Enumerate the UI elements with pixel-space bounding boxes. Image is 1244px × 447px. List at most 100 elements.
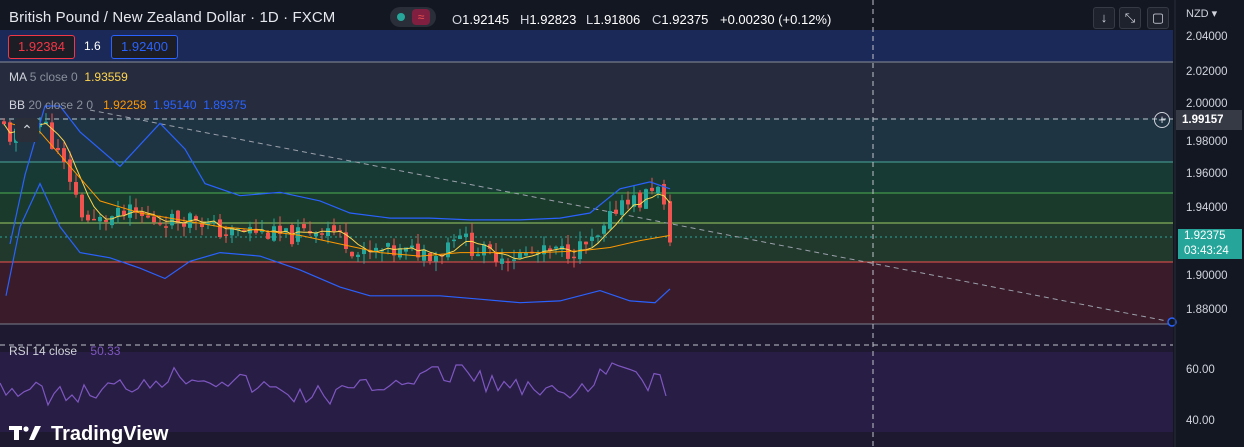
candle-body bbox=[482, 244, 486, 256]
ma-legend[interactable]: MA 5 close 0 1.93559 bbox=[9, 70, 128, 84]
candle-body bbox=[602, 225, 606, 234]
candle-body bbox=[134, 207, 138, 213]
rsi-line bbox=[0, 362, 667, 407]
tradingview-logo[interactable]: TradingView bbox=[9, 423, 168, 446]
candle-body bbox=[596, 235, 600, 237]
sell-button[interactable]: 1.92384 bbox=[8, 35, 75, 59]
candle-body bbox=[98, 216, 102, 222]
zone-red bbox=[0, 262, 1173, 324]
price-tick: 2.04000 bbox=[1186, 31, 1228, 43]
zone-blue bbox=[0, 30, 1173, 62]
candle-body bbox=[662, 184, 666, 205]
candle-body bbox=[398, 248, 402, 258]
candle-body bbox=[410, 245, 414, 248]
candle-body bbox=[110, 216, 114, 226]
candle-body bbox=[86, 214, 90, 221]
candle-body bbox=[170, 213, 174, 226]
candle-body bbox=[386, 243, 390, 247]
candle-body bbox=[344, 232, 348, 249]
candle-body bbox=[542, 245, 546, 255]
rsi-tick: 40.00 bbox=[1186, 415, 1215, 427]
symbol-title[interactable]: British Pound / New Zealand Dollar · 1D … bbox=[9, 9, 336, 26]
tradingview-logo-icon bbox=[9, 426, 41, 440]
candle-body bbox=[512, 259, 516, 261]
candle-body bbox=[506, 261, 510, 263]
trend-line bbox=[89, 109, 1173, 323]
ohlc-change: +0.00230 (+0.12%) bbox=[720, 12, 832, 27]
candle-body bbox=[626, 199, 630, 205]
candle-body bbox=[218, 219, 222, 237]
candle-body bbox=[500, 258, 504, 264]
candle-body bbox=[374, 247, 378, 253]
candle-body bbox=[230, 227, 234, 236]
price-tick: 2.02000 bbox=[1186, 66, 1228, 78]
candle-body bbox=[422, 249, 426, 261]
candle-body bbox=[314, 232, 318, 237]
candle-body bbox=[242, 230, 246, 232]
candle-body bbox=[428, 252, 432, 262]
candle-body bbox=[116, 207, 120, 217]
candle-body bbox=[392, 245, 396, 256]
collapse-legend-icon[interactable]: ⌃ bbox=[15, 118, 39, 142]
candle-body bbox=[476, 254, 480, 257]
spread-value: 1.6 bbox=[84, 39, 101, 53]
candle-body bbox=[92, 218, 96, 221]
candle-body bbox=[458, 235, 462, 239]
fullscreen-icon[interactable]: ⤡ bbox=[1119, 7, 1141, 29]
currency-selector[interactable]: NZD ▾ bbox=[1186, 8, 1218, 20]
candle-body bbox=[350, 251, 354, 257]
ohlc-close: C1.92375 bbox=[652, 12, 709, 27]
candle-body bbox=[446, 242, 450, 258]
candle-body bbox=[632, 195, 636, 207]
price-tick: 1.94000 bbox=[1186, 202, 1228, 214]
market-status-toggle[interactable]: ≈ bbox=[390, 7, 436, 27]
add-alert-icon[interactable]: + bbox=[1154, 112, 1170, 128]
candle-body bbox=[176, 210, 180, 223]
screenshot-icon[interactable]: ▢ bbox=[1147, 7, 1169, 29]
candle-body bbox=[614, 209, 618, 214]
candle-body bbox=[194, 216, 198, 221]
candle-body bbox=[608, 210, 612, 229]
price-tick: 1.98000 bbox=[1186, 136, 1228, 148]
buy-button[interactable]: 1.92400 bbox=[111, 35, 178, 59]
zone-green-2 bbox=[0, 193, 1173, 223]
candle-body bbox=[620, 200, 624, 215]
ohlc-low: L1.91806 bbox=[586, 12, 641, 27]
wave-icon: ≈ bbox=[412, 9, 430, 25]
candle-body bbox=[362, 248, 366, 255]
candle-body bbox=[554, 246, 558, 249]
candle-body bbox=[266, 232, 270, 239]
candle-body bbox=[356, 254, 360, 258]
bb-legend[interactable]: BB 20 close 2 0 1.92258 1.95140 1.89375 bbox=[9, 98, 247, 112]
candle-body bbox=[182, 223, 186, 227]
candle-body bbox=[68, 159, 72, 182]
crosshair-price-label: 1.99157 bbox=[1176, 110, 1242, 130]
rsi-legend[interactable]: RSI 14 close 50.33 bbox=[9, 344, 121, 358]
candle-body bbox=[206, 222, 210, 225]
candle-body bbox=[128, 204, 132, 218]
candle-body bbox=[320, 233, 324, 235]
bb-lower-line bbox=[5, 182, 671, 304]
candle-body bbox=[200, 223, 204, 227]
last-price-label: 1.92375 bbox=[1178, 229, 1242, 244]
candle-body bbox=[368, 250, 372, 252]
rsi-tick: 60.00 bbox=[1186, 364, 1215, 376]
candle-body bbox=[254, 228, 258, 233]
candle-body bbox=[152, 216, 156, 223]
download-icon[interactable]: ↓ bbox=[1093, 7, 1115, 29]
candle-body bbox=[524, 252, 528, 256]
candle-body bbox=[638, 192, 642, 208]
candle-body bbox=[572, 256, 576, 259]
candle-body bbox=[590, 236, 594, 241]
candle-body bbox=[146, 215, 150, 218]
candle-body bbox=[122, 210, 126, 215]
candle-body bbox=[236, 228, 240, 230]
candle-body bbox=[2, 121, 6, 125]
candle-body bbox=[488, 244, 492, 249]
bb-upper-line bbox=[9, 105, 671, 245]
candle-body bbox=[224, 234, 228, 236]
candle-body bbox=[278, 225, 282, 234]
bb-basis-line bbox=[9, 122, 671, 257]
